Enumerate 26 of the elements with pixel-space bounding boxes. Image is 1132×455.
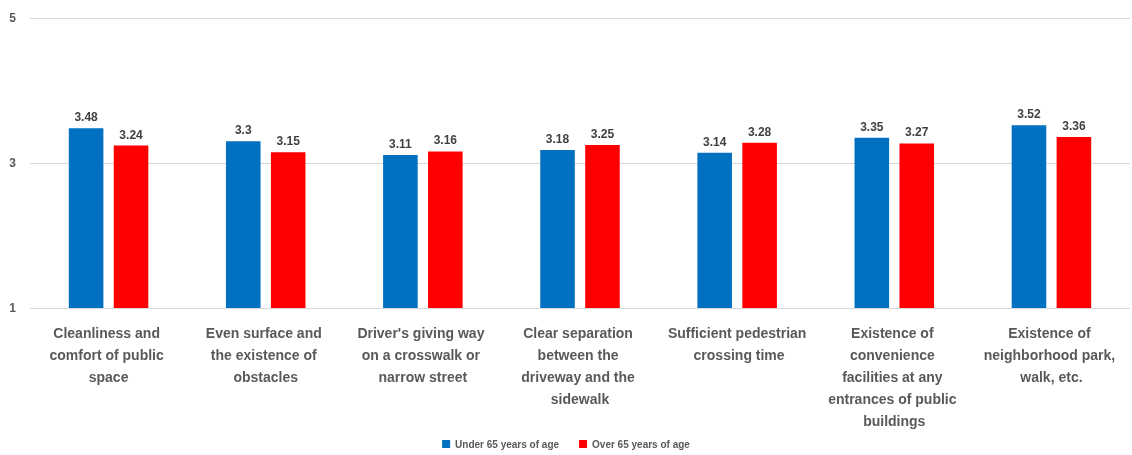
data-label: 3.52 [1017,107,1041,122]
x-tick-label: Even surface and the existence of obstacles [205,325,326,385]
data-label: 3.14 [702,134,727,149]
x-tick-label: Clear separation between the driveway and the sidewalk [521,325,639,407]
data-label: 3.11 [389,137,413,152]
y-tick-label: 3 [9,156,17,170]
data-label: 3.3 [234,123,252,138]
data-label: 3.28 [747,124,772,139]
x-tick-label: Cleanliness and comfort of public space [49,325,168,385]
legend-label: Over 65 years of age [592,438,691,450]
x-tick-label: Sufficient pedestrian crossing time [667,325,807,363]
x-tick-label: Driver's giving way on a crosswalk or narrow street [357,325,489,385]
data-label: 3.25 [590,126,615,141]
data-label: 3.27 [905,125,929,140]
y-tick-label: 5 [9,11,17,25]
data-label: 3.24 [119,127,144,142]
y-tick-label: 1 [9,301,17,315]
data-label: 3.15 [276,134,301,149]
data-label: 3.18 [545,131,570,146]
data-label: 3.16 [433,133,458,148]
x-tick-label: Existence of convenience facilities at any entrances of public buildings [828,325,961,429]
legend-label: Under 65 years of age [455,438,560,450]
x-tick-label: Existence of neighborhood park, walk, etc. [983,325,1120,385]
data-label: 3.48 [74,110,99,125]
data-label: 3.35 [860,119,884,134]
data-label: 3.36 [1062,118,1086,133]
